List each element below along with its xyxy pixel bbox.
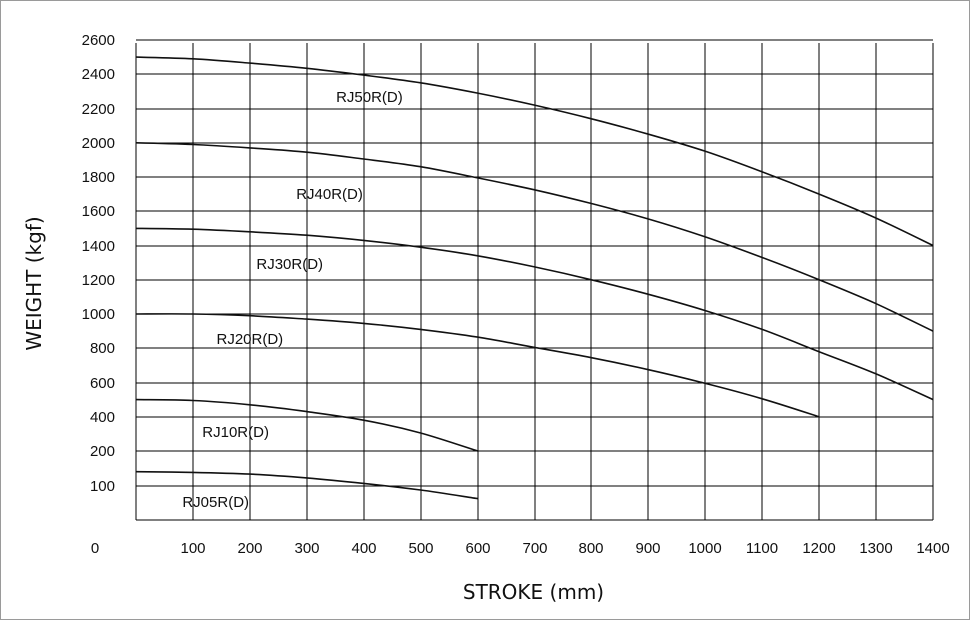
x-tick-200: 200 xyxy=(237,540,262,557)
x-tick-1200: 1200 xyxy=(802,540,835,557)
x-tick-1100: 1100 xyxy=(746,540,778,557)
y-tick-100: 100 xyxy=(90,478,115,495)
x-tick-500: 500 xyxy=(408,540,433,557)
series-labels: RJ50R(D) RJ40R(D) RJ30R(D) RJ20R(D) RJ10R(D)… xyxy=(182,89,402,511)
x-tick-1400: 1400 xyxy=(916,540,949,557)
x-tick-labels: 100 200 300 400 500 600 700 800 900 1000 1100 1200 1… xyxy=(180,540,949,557)
x-origin-label: 0 xyxy=(91,540,99,557)
y-tick-labels: 100 200 400 600 800 1000 1200 1400 1600 1800 2000 2… xyxy=(82,32,115,495)
x-tick-800: 800 xyxy=(578,540,603,557)
y-tick-1000: 1000 xyxy=(82,306,115,323)
x-axis-title: STROKE (mm) xyxy=(463,580,604,604)
series-label-rj05r-d: RJ05R(D) xyxy=(182,494,249,511)
y-tick-1200: 1200 xyxy=(82,272,115,289)
x-tick-400: 400 xyxy=(351,540,376,557)
series-label-rj50r-d: RJ50R(D) xyxy=(336,89,403,106)
y-tick-1800: 1800 xyxy=(82,169,115,186)
y-tick-2600: 2600 xyxy=(82,32,115,49)
series-label-rj10r-d: RJ10R(D) xyxy=(202,424,269,441)
y-tick-400: 400 xyxy=(90,409,115,426)
series-line-rj05r-d xyxy=(135,470,478,500)
x-tick-600: 600 xyxy=(465,540,490,557)
y-tick-600: 600 xyxy=(90,375,115,392)
x-tick-300: 300 xyxy=(294,540,319,557)
series-label-rj30r-d: RJ30R(D) xyxy=(256,256,323,273)
series-label-rj20r-d: RJ20R(D) xyxy=(217,331,284,348)
x-tick-100: 100 xyxy=(180,540,205,557)
y-tick-2000: 2000 xyxy=(82,135,115,152)
series-line-rj10r-d xyxy=(135,398,478,452)
series-line-rj40r-d xyxy=(135,142,934,332)
series-line-rj30r-d xyxy=(135,227,934,401)
y-tick-1600: 1600 xyxy=(82,203,115,220)
x-tick-700: 700 xyxy=(522,540,547,557)
x-tick-900: 900 xyxy=(635,540,660,557)
series-label-rj40r-d: RJ40R(D) xyxy=(296,186,363,203)
y-tick-2200: 2200 xyxy=(82,101,115,118)
y-tick-800: 800 xyxy=(90,340,115,357)
series-line-rj20r-d xyxy=(135,313,820,418)
y-tick-200: 200 xyxy=(90,443,115,460)
x-tick-1300: 1300 xyxy=(859,540,892,557)
series-curves xyxy=(135,56,934,500)
series-line-rj50r-d xyxy=(135,56,934,247)
y-tick-1400: 1400 xyxy=(82,238,115,255)
y-axis-title: WEIGHT (kgf) xyxy=(22,216,46,350)
y-tick-2400: 2400 xyxy=(82,66,115,83)
grid xyxy=(135,39,934,521)
x-tick-1000: 1000 xyxy=(688,540,721,557)
